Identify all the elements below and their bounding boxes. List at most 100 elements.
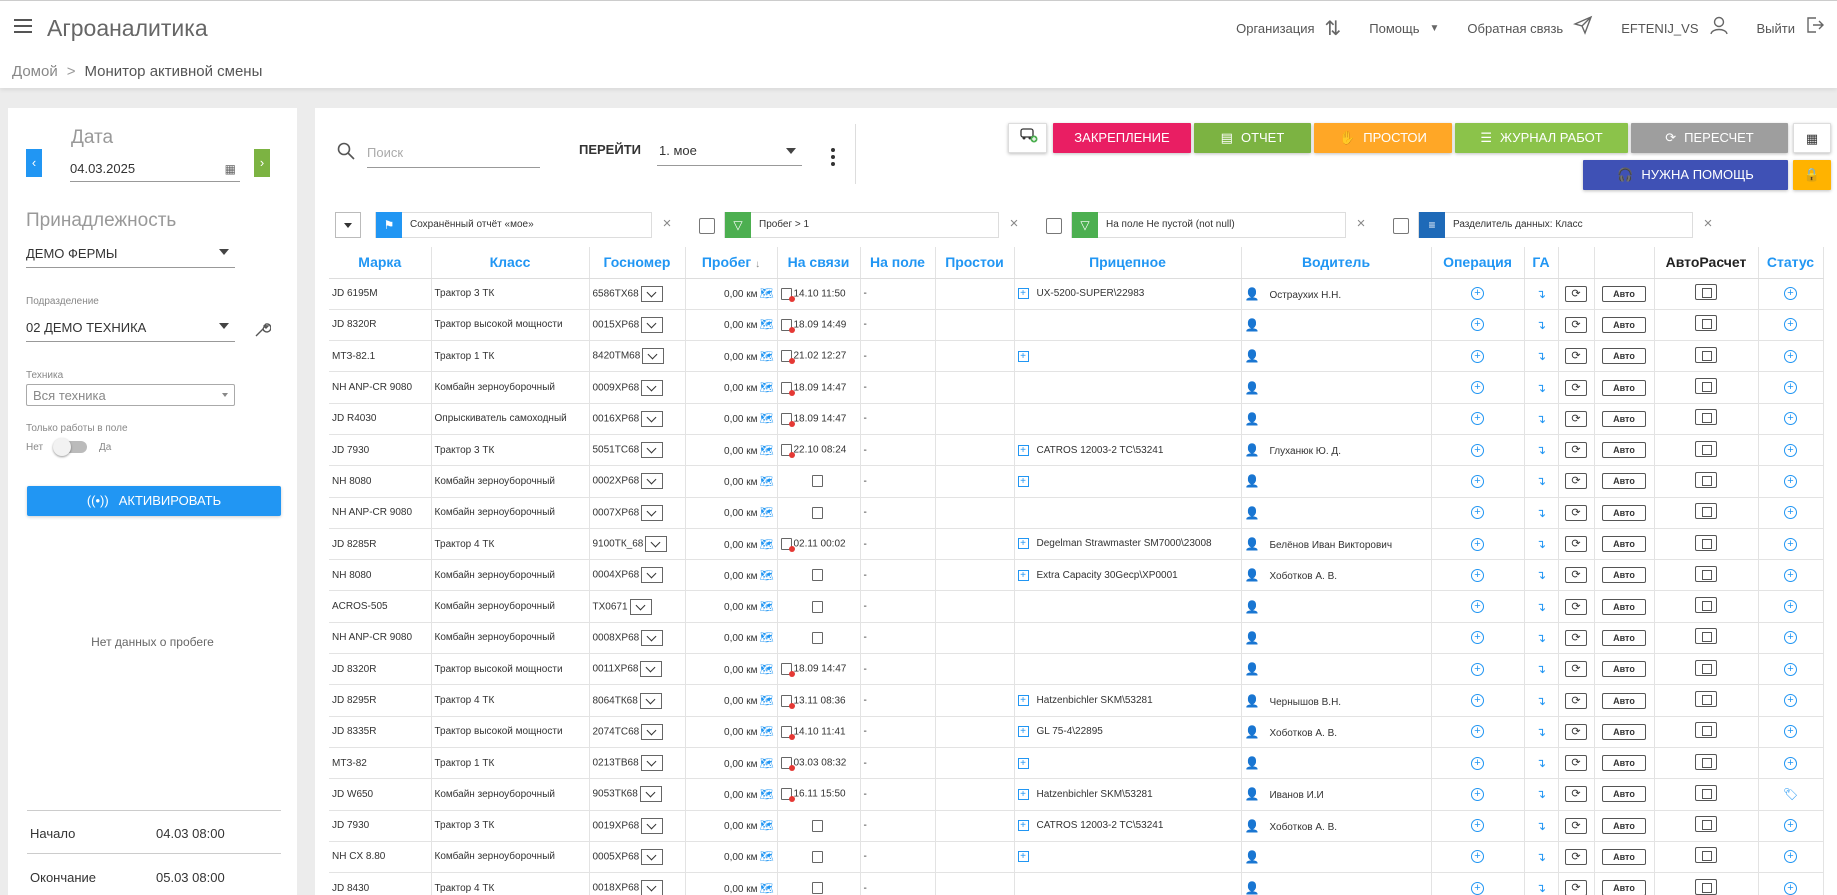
map-icon[interactable]: 🗺 [759,726,774,739]
auto-button[interactable]: Авто [1602,755,1646,772]
activate-button[interactable]: ((•)) АКТИВИРОВАТЬ [27,486,281,516]
table-row[interactable]: JD R4030 Опрыскиватель самоходный 0016ХР68… [329,403,1824,435]
add-operation-icon[interactable]: + [1471,662,1484,676]
add-operation-icon[interactable]: + [1471,537,1484,551]
map-icon[interactable]: 🗺 [759,695,774,707]
row-refresh-icon[interactable]: ⟳ [1565,442,1587,459]
map-icon[interactable]: 🗺 [759,851,774,864]
add-operation-icon[interactable]: + [1471,349,1484,363]
row-refresh-icon[interactable]: ⟳ [1565,598,1587,615]
signal-lost-icon[interactable] [780,381,795,396]
map-icon[interactable]: 🗺 [759,538,774,551]
table-row[interactable]: JD 8320R Трактор высокой мощности 0011ХР68… [329,653,1824,686]
table-row[interactable]: МТЗ-82 Трактор 1 ТК 0213ТВ68 0,00 км 🗺 03.03 … [329,747,1824,780]
add-trailer-icon[interactable]: + [1017,788,1029,800]
autocalc-checkbox[interactable] [1695,597,1717,614]
autocalc-checkbox[interactable] [1695,784,1717,801]
plate-dropdown-icon[interactable] [640,661,663,678]
add-status-icon[interactable]: + [1784,756,1797,770]
col-class-header[interactable]: Класс [431,247,590,279]
plate-dropdown-icon[interactable] [641,880,664,895]
idle-button[interactable]: ✋ ПРОСТОИ [1314,123,1452,153]
add-driver-icon[interactable]: 👤 [1244,317,1260,332]
row-refresh-icon[interactable]: ⟳ [1565,567,1587,584]
col-status-header[interactable]: Статус [1758,247,1824,279]
signal-icon[interactable] [812,850,823,863]
map-icon[interactable]: 🗺 [759,882,774,895]
add-status-icon[interactable]: + [1784,819,1797,833]
table-row[interactable]: JD 7930 Трактор 3 ТК 5051ТС68 0,00 км 🗺 22.10… [329,434,1824,467]
map-icon[interactable]: 🗺 [759,444,774,457]
row-refresh-icon[interactable]: ⟳ [1565,536,1587,553]
plate-dropdown-icon[interactable] [641,629,664,646]
plate-dropdown-icon[interactable] [642,348,665,365]
add-status-icon[interactable]: + [1784,725,1797,739]
add-status-icon[interactable]: + [1784,506,1797,520]
add-driver-icon[interactable]: 👤 [1244,568,1260,583]
signal-lost-icon[interactable] [780,318,795,333]
map-icon[interactable]: 🗺 [759,663,774,676]
auto-button[interactable]: Авто [1602,285,1646,302]
add-operation-icon[interactable]: + [1471,819,1484,833]
autocalc-checkbox[interactable] [1695,346,1717,363]
add-trailer-icon[interactable]: + [1017,538,1029,550]
map-icon[interactable]: 🗺 [759,475,774,488]
autocalc-checkbox[interactable] [1695,816,1717,833]
ga-arrow-icon[interactable]: ↴ [1535,537,1547,552]
ga-arrow-icon[interactable]: ↴ [1535,599,1547,614]
organization-button[interactable]: Организация ⇅ [1236,16,1341,41]
ga-arrow-icon[interactable]: ↴ [1535,724,1547,739]
plate-dropdown-icon[interactable] [641,442,664,459]
ga-arrow-icon[interactable]: ↴ [1535,787,1547,802]
ga-arrow-icon[interactable]: ↴ [1535,849,1547,864]
plate-dropdown-icon[interactable] [641,723,664,740]
auto-button[interactable]: Авто [1602,379,1646,396]
col-idle-header[interactable]: Простои [935,247,1015,279]
date-input[interactable]: 04.03.2025 ▦ [70,158,240,182]
add-status-icon[interactable]: + [1784,318,1797,332]
add-status-icon[interactable]: + [1784,568,1797,582]
auto-button[interactable]: Авто [1602,692,1646,709]
autocalc-checkbox[interactable] [1695,691,1717,707]
signal-icon[interactable] [812,569,823,582]
add-operation-icon[interactable]: + [1471,600,1484,614]
autocalc-checkbox[interactable] [1695,471,1717,488]
add-driver-icon[interactable]: 👤 [1244,349,1260,364]
row-refresh-icon[interactable]: ⟳ [1565,692,1587,709]
add-operation-icon[interactable]: + [1471,631,1484,645]
add-trailer-icon[interactable]: + [1017,350,1029,362]
signal-icon[interactable] [812,819,823,832]
signal-lost-icon[interactable] [780,444,795,459]
logout-button[interactable]: Выйти [1757,15,1826,41]
plate-dropdown-icon[interactable] [641,817,664,834]
ga-arrow-icon[interactable]: ↴ [1535,881,1547,895]
plate-dropdown-icon[interactable] [639,692,662,709]
filter-checkbox[interactable] [1393,218,1409,234]
autocalc-checkbox[interactable] [1695,315,1717,332]
add-status-icon[interactable]: + [1784,381,1797,395]
auto-button[interactable]: Авто [1602,629,1646,646]
add-trailer-icon[interactable]: + [1017,475,1029,487]
autocalc-checkbox[interactable] [1695,722,1717,739]
auto-button[interactable]: Авто [1602,598,1646,615]
table-row[interactable]: NH 8080 Комбайн зерноуборочный 0002ХР68 0,0… [329,465,1824,498]
add-status-icon[interactable]: + [1784,537,1797,551]
plate-dropdown-icon[interactable] [641,410,664,427]
add-driver-icon[interactable]: 👤 [1244,474,1260,489]
auto-button[interactable]: Авто [1602,473,1646,490]
add-trailer-icon[interactable]: + [1017,569,1029,581]
wrench-icon[interactable] [253,321,272,342]
saved-view-select[interactable]: 1. мое [657,136,802,166]
add-operation-icon[interactable]: + [1471,725,1484,739]
ga-arrow-icon[interactable]: ↴ [1535,818,1547,833]
auto-button[interactable]: Авто [1602,504,1646,521]
add-status-icon[interactable]: + [1784,631,1797,645]
add-driver-icon[interactable]: 👤 [1244,756,1260,771]
lock-button[interactable]: 🔒 [1793,160,1831,190]
table-row[interactable]: NH 8080 Комбайн зерноуборочный 0004ХР68 0,0… [329,559,1824,592]
add-status-icon[interactable]: + [1784,881,1797,895]
add-driver-icon[interactable]: 👤 [1244,537,1260,552]
feedback-button[interactable]: Обратная связь [1467,15,1593,41]
add-operation-icon[interactable]: + [1471,568,1484,582]
user-profile-button[interactable]: EFTENIJ_VS [1621,15,1728,41]
